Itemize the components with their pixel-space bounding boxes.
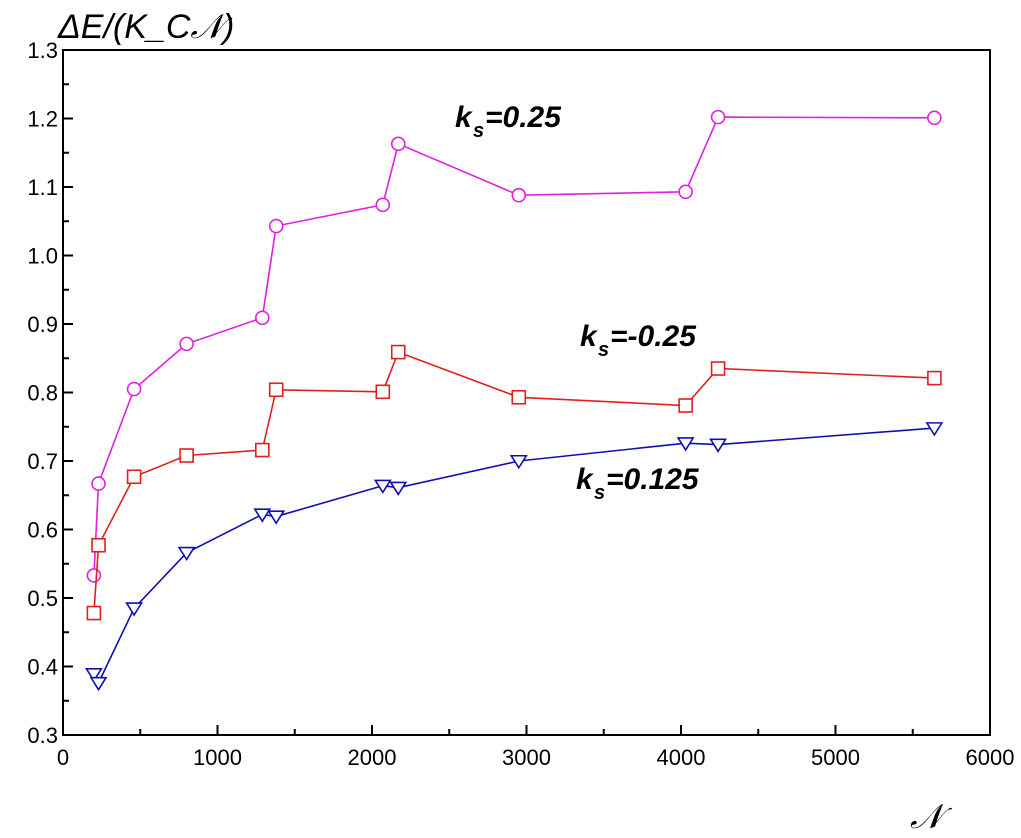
series-label-1-sub: s bbox=[598, 339, 609, 361]
data-point bbox=[375, 197, 391, 213]
series-label-0-main: k bbox=[455, 101, 473, 134]
data-point bbox=[710, 109, 726, 125]
axes bbox=[62, 49, 991, 736]
data-point bbox=[509, 454, 528, 470]
data-point bbox=[253, 508, 272, 523]
data-point bbox=[709, 438, 728, 453]
data-point bbox=[390, 136, 406, 152]
data-point bbox=[126, 469, 142, 485]
data-point bbox=[125, 602, 144, 617]
series bbox=[84, 109, 944, 692]
data-point bbox=[373, 479, 392, 494]
series-line bbox=[93, 116, 935, 576]
data-point bbox=[255, 310, 270, 326]
data-point bbox=[678, 184, 693, 200]
x-tick-label: 0 bbox=[57, 745, 69, 770]
data-point bbox=[267, 510, 286, 525]
data-point bbox=[91, 476, 106, 491]
data-point bbox=[710, 361, 726, 376]
plot-frame bbox=[62, 49, 991, 736]
series-label-0: k s =0.25 bbox=[455, 101, 562, 142]
y-axis-title: ΔE/(K_C𝒩) bbox=[57, 8, 234, 46]
y-tick-label: 0.8 bbox=[27, 381, 58, 406]
y-tick-label: 1.3 bbox=[27, 38, 58, 63]
series-label-0-rest: =0.25 bbox=[485, 101, 562, 134]
series-label-2-rest: =0.125 bbox=[606, 463, 700, 496]
data-point bbox=[179, 448, 194, 463]
data-point bbox=[390, 344, 406, 360]
y-tick-label: 0.7 bbox=[27, 449, 58, 474]
x-tick-label: 6000 bbox=[966, 745, 1015, 770]
y-tick-label: 0.5 bbox=[27, 586, 58, 611]
data-point bbox=[375, 384, 391, 400]
y-tick-label: 0.3 bbox=[27, 723, 58, 748]
data-point bbox=[268, 382, 284, 398]
y-tick-label: 1.0 bbox=[27, 244, 58, 269]
data-point bbox=[86, 568, 102, 583]
data-point bbox=[676, 437, 695, 452]
y-tick-label: 0.6 bbox=[27, 518, 58, 543]
series-label-2: k s =0.125 bbox=[576, 463, 700, 504]
data-point bbox=[678, 398, 693, 413]
series-label-1-rest: =-0.25 bbox=[610, 320, 697, 353]
series-1 bbox=[86, 344, 942, 621]
data-point bbox=[84, 667, 103, 683]
data-point bbox=[179, 336, 194, 352]
data-point bbox=[268, 218, 284, 234]
x-tick-label: 1000 bbox=[193, 745, 242, 770]
data-point bbox=[89, 676, 108, 692]
series-0 bbox=[86, 109, 942, 583]
y-tick-label: 0.4 bbox=[27, 655, 58, 680]
series-label-1: k s =-0.25 bbox=[580, 320, 697, 361]
y-tick-label: 0.9 bbox=[27, 312, 58, 337]
series-label-1-main: k bbox=[580, 320, 598, 353]
data-point bbox=[86, 605, 102, 621]
x-tick-label: 5000 bbox=[811, 745, 860, 770]
y-tick-label: 1.2 bbox=[27, 107, 58, 132]
x-tick-label: 4000 bbox=[657, 745, 706, 770]
series-label-2-sub: s bbox=[594, 482, 605, 504]
series-2 bbox=[84, 422, 944, 692]
data-point bbox=[126, 381, 142, 397]
series-line bbox=[93, 427, 935, 685]
ticks: 0 1000 2000 3000 4000 5000 6000 0.3 0.4 0.5 0.6 0.7… bbox=[27, 38, 1014, 770]
series-label-0-sub: s bbox=[473, 120, 484, 142]
data-point bbox=[511, 389, 527, 405]
y-tick-label: 1.1 bbox=[27, 175, 58, 200]
x-tick-label: 2000 bbox=[348, 745, 397, 770]
x-tick-label: 3000 bbox=[502, 745, 551, 770]
data-point bbox=[177, 546, 196, 562]
data-point bbox=[91, 537, 106, 553]
x-axis-title: 𝒩 bbox=[910, 798, 953, 836]
data-point bbox=[389, 481, 408, 496]
series-label-2-main: k bbox=[576, 463, 594, 496]
data-point bbox=[927, 370, 942, 386]
data-point bbox=[511, 187, 527, 203]
data-point bbox=[927, 110, 942, 126]
data-point bbox=[255, 442, 270, 458]
data-point bbox=[925, 422, 944, 437]
